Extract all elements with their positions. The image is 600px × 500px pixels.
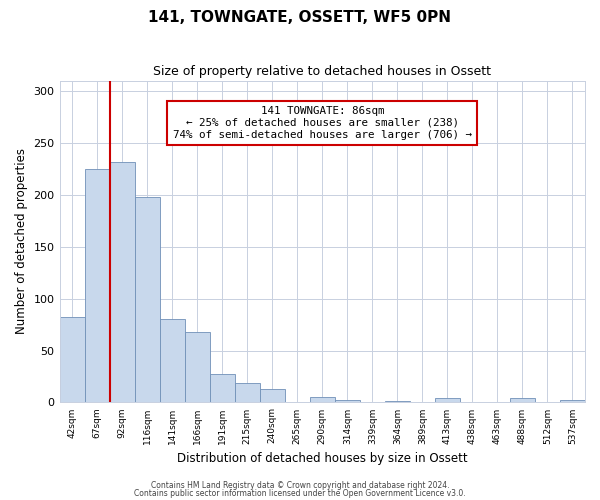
Title: Size of property relative to detached houses in Ossett: Size of property relative to detached ho…	[153, 65, 491, 78]
Bar	[185, 332, 209, 402]
Bar	[85, 169, 110, 402]
Bar	[310, 397, 335, 402]
Text: 141, TOWNGATE, OSSETT, WF5 0PN: 141, TOWNGATE, OSSETT, WF5 0PN	[149, 10, 452, 25]
Bar	[560, 400, 585, 402]
Y-axis label: Number of detached properties: Number of detached properties	[15, 148, 28, 334]
Bar	[110, 162, 134, 402]
Bar	[335, 400, 360, 402]
Bar	[510, 398, 535, 402]
Text: Contains HM Land Registry data © Crown copyright and database right 2024.: Contains HM Land Registry data © Crown c…	[151, 480, 449, 490]
Bar	[435, 398, 460, 402]
Text: 141 TOWNGATE: 86sqm
← 25% of detached houses are smaller (238)
74% of semi-detac: 141 TOWNGATE: 86sqm ← 25% of detached ho…	[173, 106, 472, 140]
X-axis label: Distribution of detached houses by size in Ossett: Distribution of detached houses by size …	[177, 452, 467, 465]
Bar	[134, 197, 160, 402]
Bar	[209, 374, 235, 402]
Bar	[59, 318, 85, 402]
Bar	[235, 382, 260, 402]
Text: Contains public sector information licensed under the Open Government Licence v3: Contains public sector information licen…	[134, 489, 466, 498]
Bar	[260, 389, 285, 402]
Bar	[160, 320, 185, 402]
